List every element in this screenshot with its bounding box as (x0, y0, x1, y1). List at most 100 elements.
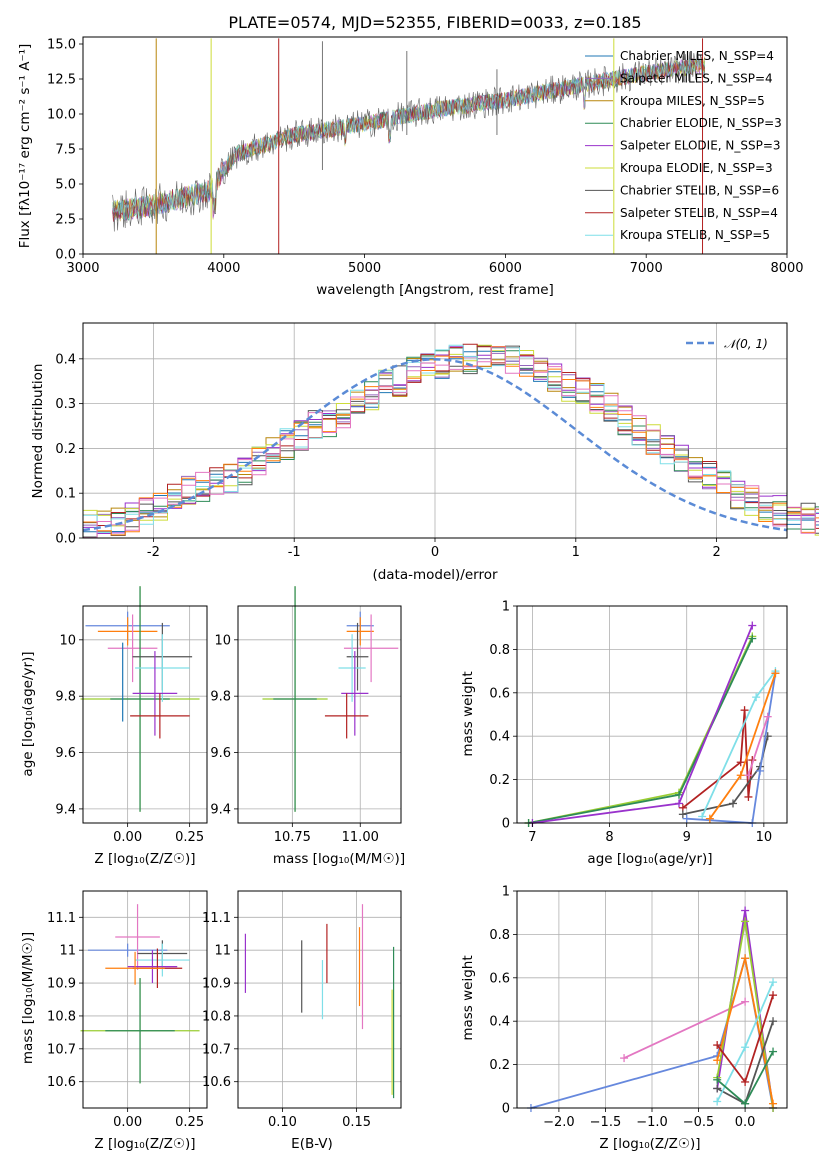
massZ-errorbar (87, 943, 168, 957)
spectrum-frame (82, 36, 788, 255)
residuals-ytick-label: 0.4 (55, 352, 76, 367)
wAge-marker (748, 621, 757, 630)
wZ-marker (741, 1043, 750, 1052)
massE-ytick-label: 11 (214, 944, 231, 959)
age-vs-metallicity-panel: Z [log₁₀(Z/Z☉)] age [log₁₀(age/yr)] 0.00… (20, 586, 208, 867)
spectrum-ytick-label: 12.5 (47, 73, 76, 88)
residuals-ytick-label: 0.0 (55, 532, 76, 547)
massZ-errorbar (135, 943, 190, 977)
wZ-xlabel: Z [log₁₀(Z/Z☉)] (599, 1136, 700, 1152)
wAge-series-line (686, 673, 777, 824)
wAge-marker (756, 766, 764, 775)
wAge-marker (729, 799, 737, 808)
ageM-errorbar (324, 693, 369, 739)
wAge-ytick-label: 0.8 (489, 643, 510, 658)
ageZ-xtick-label: 0.00 (113, 830, 142, 845)
spectrum-legend-label: Kroupa MILES, N_SSP=5 (620, 94, 765, 108)
ageM-ytick-label: 10 (214, 633, 231, 648)
massE-ytick-label: 10.6 (202, 1075, 231, 1090)
wAge-marker (736, 758, 745, 767)
wAge-ytick-label: 0.2 (489, 773, 510, 788)
residuals-ylabel: Normed distribution (30, 364, 46, 499)
ageM-ytick-label: 9.6 (210, 746, 231, 761)
wAge-frame (516, 605, 788, 824)
massE-ytick-label: 10.8 (202, 1009, 231, 1024)
ageM-errorbar (341, 651, 369, 736)
spectrum-legend-label: Kroupa ELODIE, N_SSP=3 (620, 161, 773, 175)
wZ-xtick-label: 0.0 (735, 1115, 756, 1130)
massE-content (244, 904, 395, 1099)
massZ-xtick-label: 0.25 (175, 1115, 204, 1130)
wZ-marker (769, 1099, 778, 1108)
ageM-errorbar (346, 622, 369, 691)
spectrum-xtick-label: 5000 (348, 261, 381, 276)
residual-histogram-panel: (data-model)/error Normed distribution -… (30, 322, 819, 583)
wZ-content (526, 906, 778, 1112)
residuals-xtick-label: 2 (712, 545, 720, 560)
wZ-ytick-label: 0.6 (489, 971, 510, 986)
ageZ-errorbar (130, 693, 190, 739)
ageM-errorbar (273, 586, 317, 812)
wZ-marker (741, 1077, 750, 1086)
residuals-ytick-label: 0.1 (55, 487, 76, 502)
spectrum-xlabel: wavelength [Angstrom, rest frame] (316, 282, 554, 298)
spectrum-xtick-label: 3000 (66, 261, 99, 276)
residuals-legend: 𝒩(0, 1) (686, 337, 768, 351)
residuals-plot-area (82, 323, 819, 539)
spectrum-legend-label: Kroupa STELIB, N_SSP=5 (620, 228, 770, 242)
massZ-xlabel: Z [log₁₀(Z/Z☉)] (94, 1136, 195, 1152)
spectrum-ytick-label: 15.0 (47, 38, 76, 53)
wAge-marker (771, 669, 780, 678)
wZ-series-line (623, 1000, 746, 1059)
ageM-content (262, 586, 399, 812)
wAge-marker (675, 799, 683, 808)
wAge-series-line (747, 716, 769, 776)
residuals-xtick-label: -1 (288, 545, 301, 560)
massZ-ytick-label: 10.7 (47, 1042, 76, 1057)
massZ-ytick-label: 10.6 (47, 1075, 76, 1090)
massE-frame (237, 890, 402, 1109)
spectrum-legend: Chabrier MILES, N_SSP=4 Salpeter MILES, N… (585, 49, 782, 242)
weight-vs-age-panel: age [log₁₀(age/yr)] mass weight 7 8 9 10 0 0.… (460, 600, 788, 867)
wAge-ylabel: mass weight (460, 671, 476, 756)
wAge-marker (705, 814, 714, 823)
wAge-ytick-label: 0.4 (489, 730, 510, 745)
wZ-marker (741, 906, 750, 915)
mass-vs-extinction-panel: E(B-V) 0.10 0.15 10.6 10.7 10.8 10.9 11 11.1 (202, 890, 402, 1152)
spectrum-ytick-label: 5.0 (55, 178, 76, 193)
wZ-marker (713, 1075, 722, 1084)
ageZ-errorbar (107, 614, 158, 683)
ageM-errorbar (343, 614, 399, 683)
residuals-histogram-step (83, 346, 819, 539)
wAge-ytick-label: 1 (502, 600, 510, 615)
wZ-marker (769, 991, 778, 1000)
residuals-xtick-label: 0 (431, 545, 439, 560)
spectrum-legend-label: Salpeter MILES, N_SSP=4 (620, 71, 773, 85)
spectrum-xtick-label: 4000 (207, 261, 240, 276)
ageZ-ytick-label: 9.8 (55, 690, 76, 705)
massZ-ytick-label: 11 (59, 944, 76, 959)
residuals-ytick-label: 0.2 (55, 442, 76, 457)
wAge-xlabel: age [log₁₀(age/yr)] (587, 851, 712, 867)
massZ-plot-area (80, 891, 207, 1108)
wAge-marker (682, 814, 691, 823)
wZ-marker (713, 1056, 722, 1065)
ageZ-ytick-label: 9.6 (55, 746, 76, 761)
spectrum-ytick-label: 0.0 (55, 248, 76, 263)
wAge-ytick-label: 0 (502, 817, 510, 832)
ageZ-ytick-label: 9.4 (55, 802, 76, 817)
ageZ-content (80, 586, 200, 812)
wZ-ylabel: mass weight (460, 955, 476, 1040)
wAge-marker (678, 810, 687, 819)
wAge-xtick-label: 10 (756, 830, 773, 845)
ageM-xlabel: mass [log₁₀(M/M☉)] (273, 851, 405, 867)
wAge-xtick-label: 7 (528, 830, 536, 845)
massZ-frame (82, 890, 208, 1109)
massZ-ytick-label: 10.9 (47, 977, 76, 992)
wAge-marker (748, 634, 757, 643)
wZ-marker (769, 1047, 778, 1056)
massZ-xtick-label: 0.00 (113, 1115, 142, 1130)
wZ-ytick-label: 0.2 (489, 1058, 510, 1073)
spectrum-legend-label: Chabrier MILES, N_SSP=4 (620, 49, 774, 63)
massZ-errorbar (105, 951, 165, 985)
